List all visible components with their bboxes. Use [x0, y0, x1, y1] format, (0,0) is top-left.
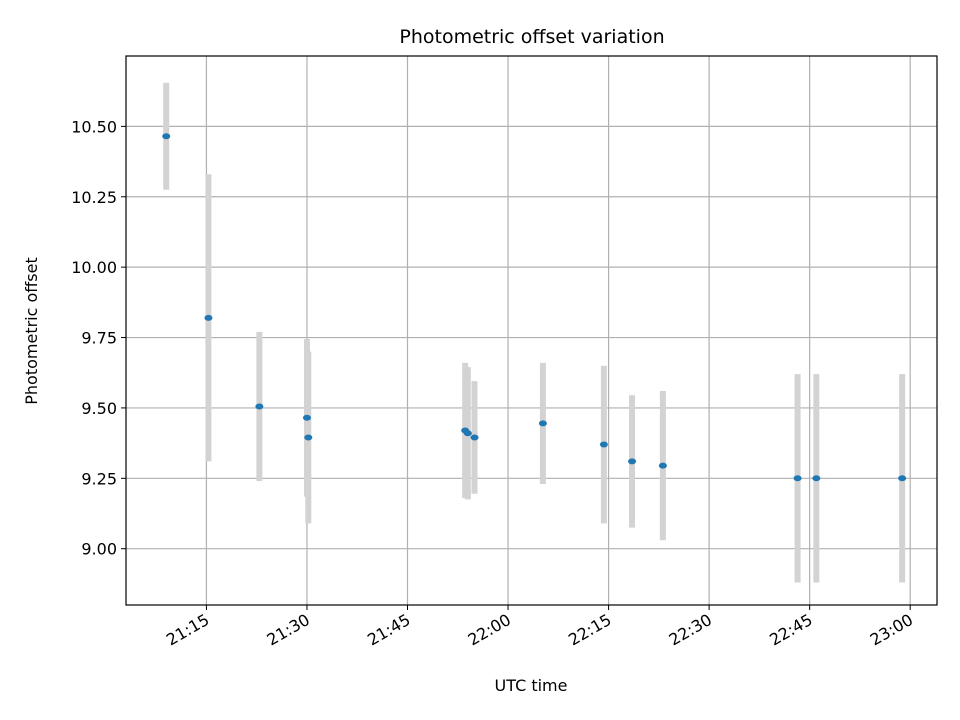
y-tick-label: 9.75	[81, 329, 117, 348]
data-point	[470, 434, 479, 441]
data-point	[538, 420, 547, 427]
x-tick-label: 22:30	[666, 610, 715, 650]
data-point	[658, 462, 667, 469]
x-tick-label: 23:00	[867, 610, 916, 650]
x-tick-label: 21:15	[163, 610, 212, 650]
chart-title: Photometric offset variation	[399, 26, 664, 48]
y-tick-label: 9.50	[81, 399, 117, 418]
errorbars	[163, 82, 906, 583]
data-point	[793, 475, 802, 482]
data-point	[162, 133, 171, 140]
data-point	[898, 475, 907, 482]
data-point	[302, 414, 311, 421]
y-axis-label: Photometric offset	[22, 257, 41, 405]
x-axis: 21:15 21:30 21:45 22:00 22:15 22:30 22:45 23:00	[163, 605, 916, 650]
y-tick-label: 9.00	[81, 540, 117, 559]
x-tick-label: 22:45	[766, 610, 815, 650]
data-point	[812, 475, 821, 482]
x-axis-label: UTC time	[495, 676, 568, 695]
data-point	[628, 458, 637, 465]
x-tick-label: 21:30	[264, 610, 313, 650]
y-tick-label: 9.25	[81, 469, 117, 488]
plot-frame	[125, 55, 938, 606]
x-tick-label: 22:00	[465, 610, 514, 650]
y-tick-label: 10.00	[71, 258, 117, 277]
y-tick-label: 10.50	[71, 117, 117, 136]
data-point	[463, 430, 472, 437]
data-point	[599, 441, 608, 448]
x-tick-label: 21:45	[364, 610, 413, 650]
data-point	[204, 314, 213, 321]
y-axis: 9.00 9.25 9.50 9.75 10.00 10.25 10.50	[71, 117, 126, 559]
y-tick-label: 10.25	[71, 188, 117, 207]
x-tick-label: 22:15	[565, 610, 614, 650]
data-point	[255, 403, 264, 410]
points	[162, 133, 907, 482]
data-point	[304, 434, 313, 441]
